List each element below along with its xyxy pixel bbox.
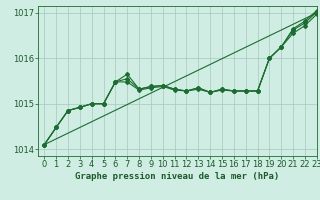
X-axis label: Graphe pression niveau de la mer (hPa): Graphe pression niveau de la mer (hPa) xyxy=(76,172,280,181)
